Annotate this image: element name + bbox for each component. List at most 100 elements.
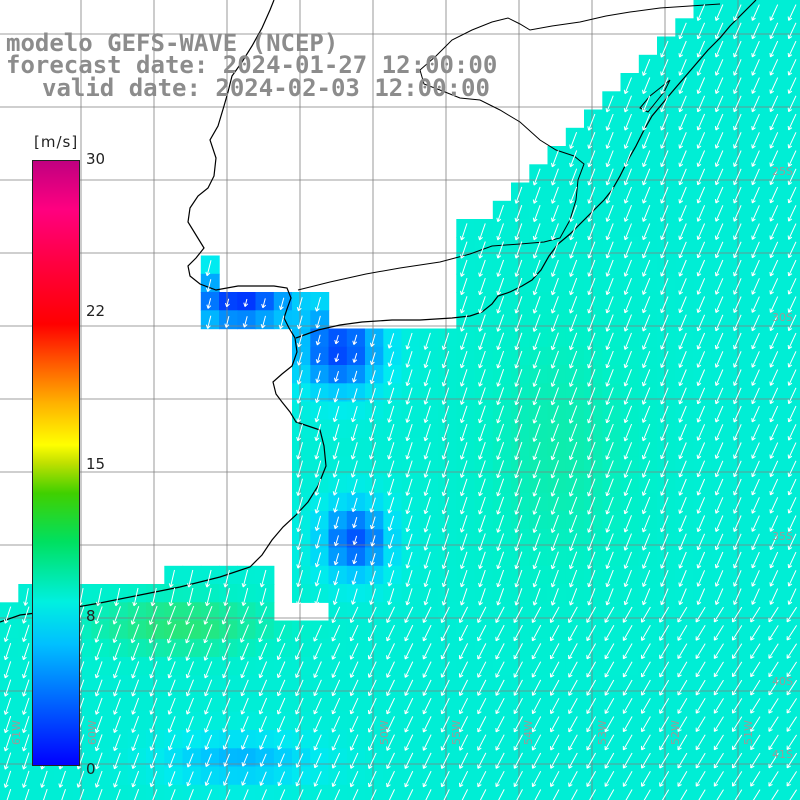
wind-arrow [369,570,376,586]
wind-arrow [422,716,432,733]
wind-arrow [751,113,760,131]
wind-arrow [733,424,742,441]
wind-arrow [386,770,395,788]
wind-arrow [660,186,669,204]
wind-arrow [405,405,413,423]
wind-cell [748,456,768,476]
wind-arrow [678,314,687,332]
wind-arrow [660,296,669,314]
wind-arrow [769,296,779,313]
wind-arrow [496,296,505,314]
wind-cell [675,730,695,749]
wind-arrow [568,387,578,406]
wind-arrow [677,606,688,623]
wind-arrow [241,734,249,750]
wind-cell [456,657,476,676]
wind-arrow [423,442,431,460]
wind-arrow [751,533,760,551]
wind-arrow [605,350,614,369]
wind-arrow [349,624,359,642]
wind-arrow [296,478,303,496]
wind-cell [456,711,476,731]
wind-arrow [660,314,669,332]
wind-arrow [696,40,706,58]
wind-arrow [659,643,670,660]
wind-arrow [586,697,597,715]
wind-arrow [769,278,779,295]
wind-arrow [660,478,669,496]
wind-arrow [660,150,669,168]
wind-arrow [713,752,724,769]
wind-cell [748,638,768,658]
wind-arrow [222,661,231,679]
wind-arrow [405,442,413,460]
wind-arrow [206,789,213,800]
wind-arrow [787,387,797,405]
wind-arrow [295,697,304,715]
wind-arrow [513,606,523,624]
wind-arrow [369,405,376,423]
wind-arrow [695,625,706,641]
wind-arrow [660,570,669,587]
wind-arrow [769,551,779,569]
wind-arrow [568,606,578,624]
wind-arrow [732,698,743,714]
wind-cell [602,310,622,330]
wind-arrow [203,606,213,625]
wind-arrow [459,423,468,442]
wind-arrow [568,441,578,461]
wind-arrow [478,496,486,515]
wind-arrow [568,624,578,642]
wind-arrow [185,624,195,644]
wind-arrow [404,624,414,642]
wind-arrow [404,734,414,751]
wind-arrow [641,643,651,660]
wind-arrow [787,515,797,532]
wind-arrow [131,661,140,679]
wind-arrow [387,369,395,386]
wind-arrow [587,350,596,369]
wind-arrow [148,605,158,625]
wind-arrow [478,332,486,351]
wind-arrow [714,150,724,168]
wind-arrow [113,697,121,715]
wind-arrow [333,370,339,382]
wind-arrow [696,497,706,514]
wind-arrow [185,661,194,679]
wind-arrow [352,535,358,545]
wind-cell [602,711,622,731]
wind-arrow [367,661,377,678]
wind-arrow [787,460,797,478]
wind-arrow [513,752,523,769]
wind-cell [675,620,695,640]
wind-cell [784,565,800,585]
wind-arrow [349,716,359,733]
wind-arrow [94,679,103,697]
wind-arrow [532,533,541,552]
wind-arrow [569,186,578,204]
wind-arrow [331,752,341,769]
wind-arrow [587,478,596,497]
wind-arrow [768,771,779,787]
wind-arrow [334,789,341,800]
wind-arrow [660,205,669,222]
wind-arrow [605,387,614,405]
wind-arrow [441,515,450,533]
wind-arrow [514,205,523,223]
wind-arrow [205,260,212,277]
wind-arrow [696,278,706,295]
wind-arrow [696,59,706,76]
wind-arrow [550,533,559,552]
wind-arrow [751,442,760,459]
wind-arrow [296,551,303,569]
wind-arrow [167,661,176,679]
wind-arrow [461,789,469,800]
wind-arrow [787,22,797,40]
wind-arrow [514,460,523,479]
wind-cell [657,784,676,800]
wind-arrow [221,606,231,625]
wind-arrow [314,388,321,403]
wind-arrow [386,606,395,624]
wind-arrow [733,241,742,259]
wind-arrow [714,296,724,314]
